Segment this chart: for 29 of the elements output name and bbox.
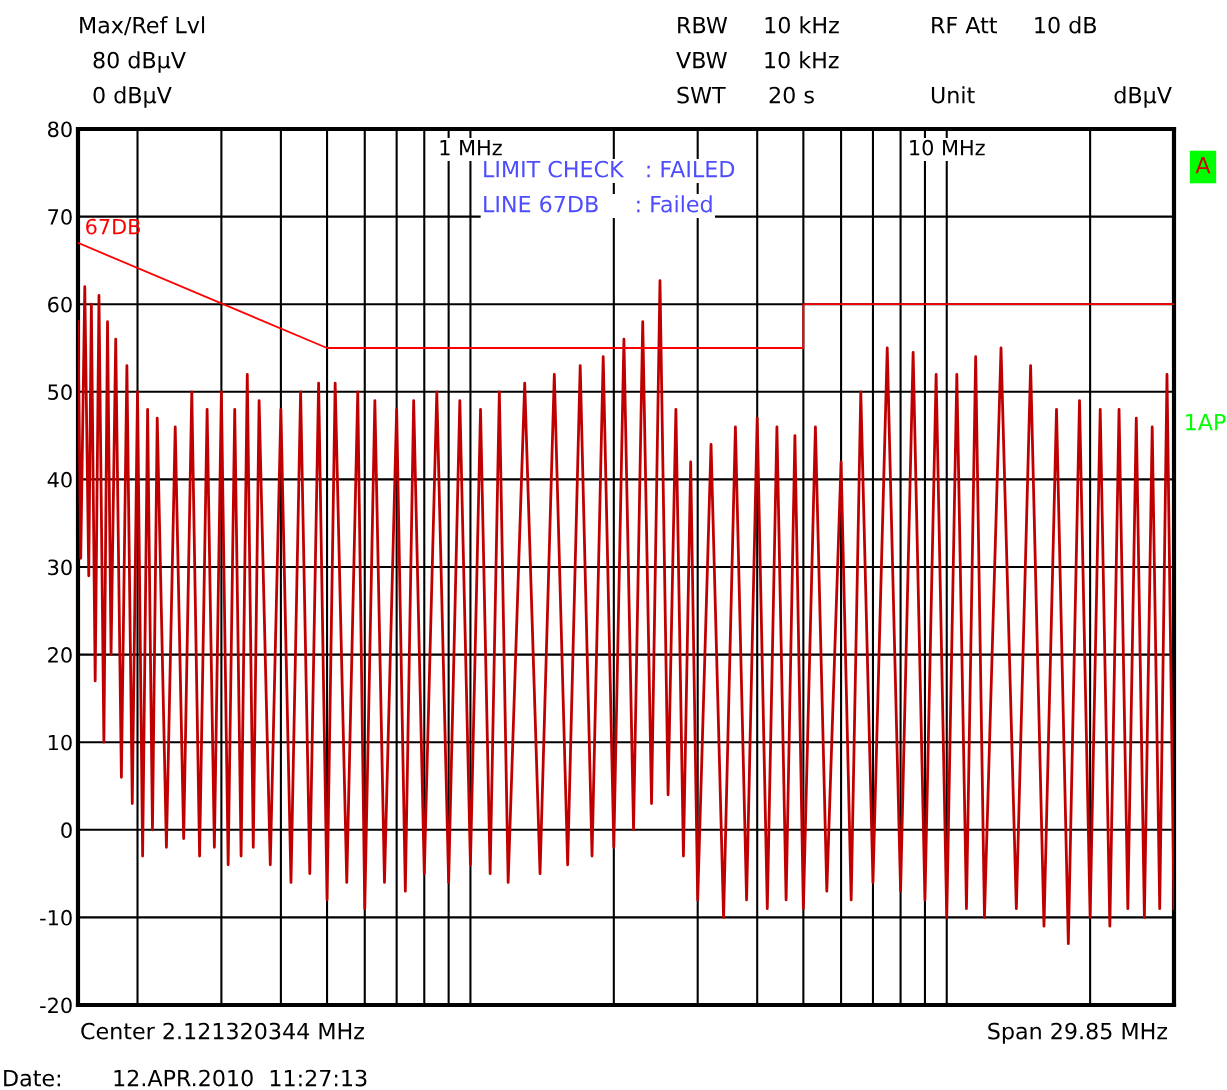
x-tick-label: 1 MHz: [440, 140, 502, 156]
text: Span 29.85 MHz: [988, 1022, 1168, 1044]
text: Max/Ref Lvl: [80, 16, 205, 36]
text: 0 dBμV: [93, 86, 172, 108]
y-tick-label: 70: [48, 209, 72, 225]
text: dBμV: [1114, 86, 1172, 108]
text: Unit: [931, 86, 975, 104]
text: RF Att 10 dB: [932, 16, 1096, 34]
text: Center 2.121320344 MHz: [81, 1022, 364, 1040]
annotation: LIMIT CHECK : FAILED: [484, 160, 735, 178]
text: 80 dBμV: [93, 51, 186, 73]
text: Date: 12.APR.2010 11:27:13: [4, 1069, 367, 1087]
x-tick-label: 10 MHz: [910, 139, 985, 156]
y-tick-label: 20: [48, 647, 72, 663]
y-tick-label: 50: [48, 384, 72, 401]
y-tick-label: 80: [48, 121, 72, 138]
y-tick-label: -10: [40, 909, 72, 926]
text: RBW 10 kHz: [678, 16, 839, 34]
text: SWT 20 s: [677, 86, 814, 104]
text: VBW 10 kHz: [676, 51, 839, 69]
y-tick-label: 60: [48, 296, 72, 313]
text: 1AP: [1186, 413, 1226, 431]
y-tick-label: 30: [48, 559, 72, 576]
text: A: [1195, 156, 1211, 174]
y-tick-label: 0: [61, 822, 72, 839]
y-tick-label: 40: [47, 471, 72, 488]
annotation: LINE 67DB : Failed: [484, 195, 712, 213]
y-tick-label: -20: [40, 997, 72, 1014]
y-tick-label: 10: [48, 734, 72, 751]
